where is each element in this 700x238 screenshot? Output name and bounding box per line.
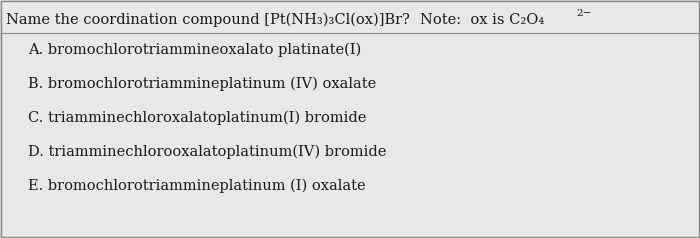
Text: C. triamminechloroxalatoplatinum(I) bromide: C. triamminechloroxalatoplatinum(I) brom…	[28, 111, 366, 125]
Text: B. bromochlorotriammineplatinum (IV) oxalate: B. bromochlorotriammineplatinum (IV) oxa…	[28, 77, 377, 91]
Text: Note:  ox is C₂O₄: Note: ox is C₂O₄	[420, 13, 545, 27]
Text: Name the coordination compound [Pt(NH₃)₃Cl(ox)]Br?: Name the coordination compound [Pt(NH₃)₃…	[6, 13, 410, 27]
Text: 2−: 2−	[576, 10, 592, 19]
Text: A. bromochlorotriammineoxalato platinate(I): A. bromochlorotriammineoxalato platinate…	[28, 43, 361, 57]
Text: E. bromochlorotriammineplatinum (I) oxalate: E. bromochlorotriammineplatinum (I) oxal…	[28, 179, 365, 193]
Text: D. triamminechlorooxalatoplatinum(IV) bromide: D. triamminechlorooxalatoplatinum(IV) br…	[28, 145, 386, 159]
